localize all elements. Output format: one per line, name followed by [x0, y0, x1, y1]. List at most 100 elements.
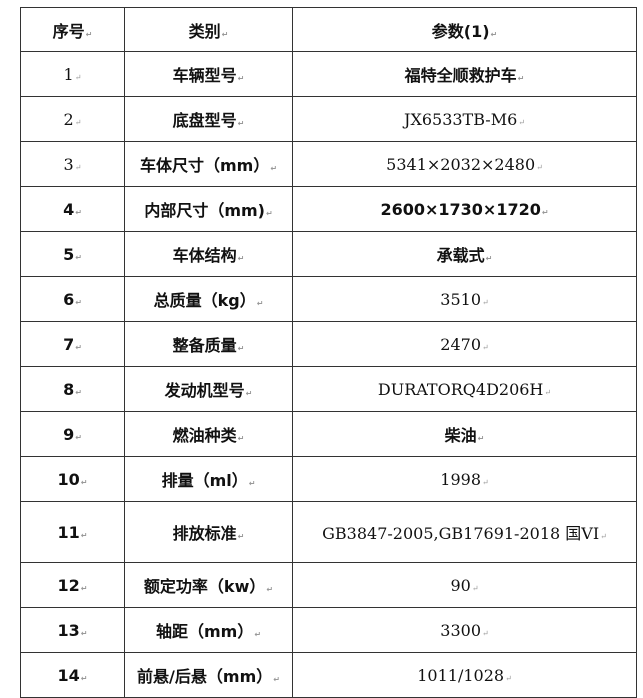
cell-value-text: JX6533TB-M6 [404, 110, 525, 129]
cell-category-text: 发动机型号 [165, 381, 253, 400]
cell-category-text: 底盘型号 [173, 111, 245, 130]
cell-no: 11 [20, 501, 125, 563]
cell-category: 车辆型号 [124, 51, 293, 97]
cell-value: JX6533TB-M6 [292, 96, 637, 142]
cell-no: 12 [20, 562, 125, 608]
cell-no: 14 [20, 652, 125, 698]
cell-value: 1998 [292, 456, 637, 502]
cell-value-text: DURATORQ4D206H [378, 380, 551, 399]
table-row: 6 总质量（kg） 3510 [20, 276, 637, 322]
cell-category-text: 车体尺寸（mm） [140, 156, 277, 175]
cell-no-text: 14 [58, 666, 88, 685]
cell-no: 1 [20, 51, 125, 97]
cell-value: 承载式 [292, 231, 637, 277]
cell-category: 轴距（mm） [124, 607, 293, 653]
cell-no: 4 [20, 186, 125, 232]
cell-category-text: 总质量（kg） [154, 291, 264, 310]
cell-no: 5 [20, 231, 125, 277]
cell-no-text: 6 [63, 290, 82, 309]
cell-category: 车体尺寸（mm） [124, 141, 293, 187]
cell-value-text: GB3847-2005,GB17691-2018 国VI [322, 524, 607, 543]
cell-no: 8 [20, 366, 125, 412]
cell-value: 2470 [292, 321, 637, 367]
table-row: 14 前悬/后悬（mm） 1011/1028 [20, 652, 637, 698]
cell-no: 6 [20, 276, 125, 322]
cell-value: 2600×1730×1720 [292, 186, 637, 232]
cell-value-text: 3510 [440, 290, 488, 309]
cell-category-text: 车体结构 [173, 246, 245, 265]
header-label: 序号 [53, 22, 93, 41]
cell-value: 福特全顺救护车 [292, 51, 637, 97]
cell-no-text: 10 [58, 470, 88, 489]
cell-value-text: 柴油 [445, 426, 485, 445]
table-row: 13 轴距（mm） 3300 [20, 607, 637, 653]
cell-value-text: 2470 [440, 335, 488, 354]
cell-category-text: 前悬/后悬（mm） [137, 667, 280, 686]
cell-category-text: 燃油种类 [173, 426, 245, 445]
cell-no: 10 [20, 456, 125, 502]
cell-category: 底盘型号 [124, 96, 293, 142]
cell-no: 13 [20, 607, 125, 653]
cell-no: 7 [20, 321, 125, 367]
cell-category: 前悬/后悬（mm） [124, 652, 293, 698]
cell-value-text: 3300 [440, 621, 488, 640]
cell-category: 排量（ml） [124, 456, 293, 502]
header-row: 序号 类别 参数(1) [20, 7, 637, 52]
cell-category-text: 整备质量 [173, 336, 245, 355]
cell-value-text: 2600×1730×1720 [380, 200, 548, 219]
cell-no-text: 7 [63, 335, 82, 354]
cell-value-text: 90 [450, 576, 478, 595]
table-row: 3 车体尺寸（mm） 5341×2032×2480 [20, 141, 637, 187]
cell-no: 2 [20, 96, 125, 142]
table-row: 11 排放标准 GB3847-2005,GB17691-2018 国VI [20, 501, 637, 563]
cell-value: 3510 [292, 276, 637, 322]
table-row: 2 底盘型号 JX6533TB-M6 [20, 96, 637, 142]
cell-no: 9 [20, 411, 125, 457]
cell-category: 内部尺寸（mm) [124, 186, 293, 232]
cell-category-text: 额定功率（kw） [144, 577, 273, 596]
cell-no-text: 13 [58, 621, 88, 640]
cell-value-text: 福特全顺救护车 [405, 66, 525, 85]
cell-category-text: 排量（ml） [162, 471, 256, 490]
cell-value: 5341×2032×2480 [292, 141, 637, 187]
header-category: 类别 [124, 7, 293, 52]
table-row: 7 整备质量 2470 [20, 321, 637, 367]
table-row: 9 燃油种类 柴油 [20, 411, 637, 457]
table-row: 1 车辆型号 福特全顺救护车 [20, 51, 637, 97]
cell-category: 燃油种类 [124, 411, 293, 457]
cell-category: 整备质量 [124, 321, 293, 367]
cell-value: 3300 [292, 607, 637, 653]
cell-value: 柴油 [292, 411, 637, 457]
table-row: 4 内部尺寸（mm) 2600×1730×1720 [20, 186, 637, 232]
cell-value-text: 承载式 [437, 246, 493, 265]
cell-category: 总质量（kg） [124, 276, 293, 322]
cell-value-text: 1011/1028 [417, 666, 512, 685]
cell-category-text: 内部尺寸（mm) [144, 201, 272, 220]
cell-category-text: 轴距（mm） [156, 622, 261, 641]
cell-no-text: 4 [63, 200, 82, 219]
cell-no-text: 8 [63, 380, 82, 399]
cell-value: GB3847-2005,GB17691-2018 国VI [292, 501, 637, 563]
table-row: 10 排量（ml） 1998 [20, 456, 637, 502]
cell-value: 90 [292, 562, 637, 608]
cell-no-text: 2 [64, 110, 82, 129]
header-value: 参数(1) [292, 7, 637, 52]
cell-value: DURATORQ4D206H [292, 366, 637, 412]
cell-no-text: 5 [63, 245, 82, 264]
header-label: 类别 [189, 22, 229, 41]
cell-no-text: 9 [63, 425, 82, 444]
cell-no-text: 11 [58, 523, 88, 542]
cell-category: 发动机型号 [124, 366, 293, 412]
cell-category: 额定功率（kw） [124, 562, 293, 608]
header-label: 参数(1) [432, 22, 497, 41]
cell-category-text: 排放标准 [173, 524, 245, 543]
table-row: 8 发动机型号 DURATORQ4D206H [20, 366, 637, 412]
table-row: 5 车体结构 承载式 [20, 231, 637, 277]
cell-value-text: 1998 [440, 470, 488, 489]
cell-category-text: 车辆型号 [173, 66, 245, 85]
cell-no-text: 1 [64, 65, 82, 84]
cell-no-text: 12 [58, 576, 88, 595]
cell-no: 3 [20, 141, 125, 187]
spec-table: 序号 类别 参数(1) 1 车辆型号 福特全顺救护车 2 底盘型号 JX6533TB-M6… [20, 7, 637, 698]
cell-value-text: 5341×2032×2480 [386, 155, 543, 174]
